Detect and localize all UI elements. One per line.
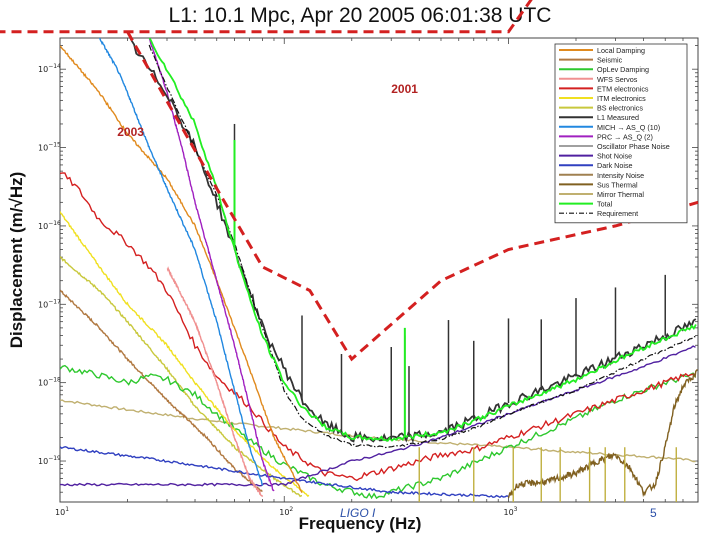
legend-entry: Requirement bbox=[597, 209, 638, 218]
series-requirement bbox=[148, 44, 696, 449]
legend-entry: Intensity Noise bbox=[597, 171, 644, 180]
legend-entry: MICH → AS_Q (10) bbox=[597, 123, 660, 132]
envelope-2001 bbox=[0, 0, 533, 34]
legend-entry: ITM electronics bbox=[597, 94, 646, 103]
legend-entry: L1 Measured bbox=[597, 113, 639, 122]
envelope-label-2003: 2003 bbox=[117, 125, 144, 139]
y-tick-label: 10−19 bbox=[38, 455, 61, 466]
y-tick-label: 10−15 bbox=[38, 142, 61, 153]
legend-entry: Dark Noise bbox=[597, 161, 633, 170]
series-bs-electronics bbox=[60, 256, 303, 498]
page-number: 5 bbox=[650, 506, 657, 520]
series-mich-as-q-10 bbox=[98, 38, 264, 486]
x-tick-label: 101 bbox=[55, 506, 69, 517]
legend-entry: OpLev Damping bbox=[597, 65, 649, 74]
chart-title: L1: 10.1 Mpc, Apr 20 2005 06:01:38 UTC bbox=[168, 4, 552, 27]
series-etm-electronics bbox=[60, 172, 696, 482]
envelope-2003 bbox=[126, 31, 699, 362]
series-total bbox=[148, 38, 697, 442]
legend-entry: Shot Noise bbox=[597, 152, 632, 161]
legend-entry: WFS Servos bbox=[597, 75, 638, 84]
legend-entry: Total bbox=[597, 200, 613, 209]
series-dark-noise bbox=[60, 445, 509, 499]
y-tick-label: 10−17 bbox=[38, 298, 61, 309]
y-tick-label: 10−14 bbox=[38, 63, 61, 74]
series-itm-electronics bbox=[60, 211, 310, 498]
legend-entry: Seismic bbox=[597, 56, 623, 65]
x-tick-label: 102 bbox=[279, 506, 293, 517]
legend-entry: Mirror Thermal bbox=[597, 190, 644, 199]
series-shot-noise bbox=[60, 345, 696, 487]
y-tick-label: 10−16 bbox=[38, 220, 61, 231]
plot-area bbox=[60, 38, 698, 502]
legend-entry: BS electronics bbox=[597, 104, 643, 113]
series-local-damping bbox=[60, 45, 303, 494]
envelope-label-2001: 2001 bbox=[391, 82, 418, 96]
legend-entry: Sus Thermal bbox=[597, 180, 638, 189]
legend-entry: ETM electronics bbox=[597, 84, 649, 93]
series-seismic bbox=[60, 289, 263, 493]
legend-entry: Oscillator Phase Noise bbox=[597, 142, 670, 151]
y-tick-label: 10−18 bbox=[38, 377, 61, 388]
x-axis-label: Frequency (Hz) bbox=[298, 514, 422, 533]
x-tick-label: 103 bbox=[503, 506, 517, 517]
legend-entry: PRC → AS_Q (2) bbox=[597, 132, 653, 141]
series-wfs-servos bbox=[166, 266, 264, 497]
series-sus-thermal bbox=[507, 369, 698, 499]
ligo-label: LIGO I bbox=[340, 506, 376, 520]
legend-entry: Local Damping bbox=[597, 46, 645, 55]
